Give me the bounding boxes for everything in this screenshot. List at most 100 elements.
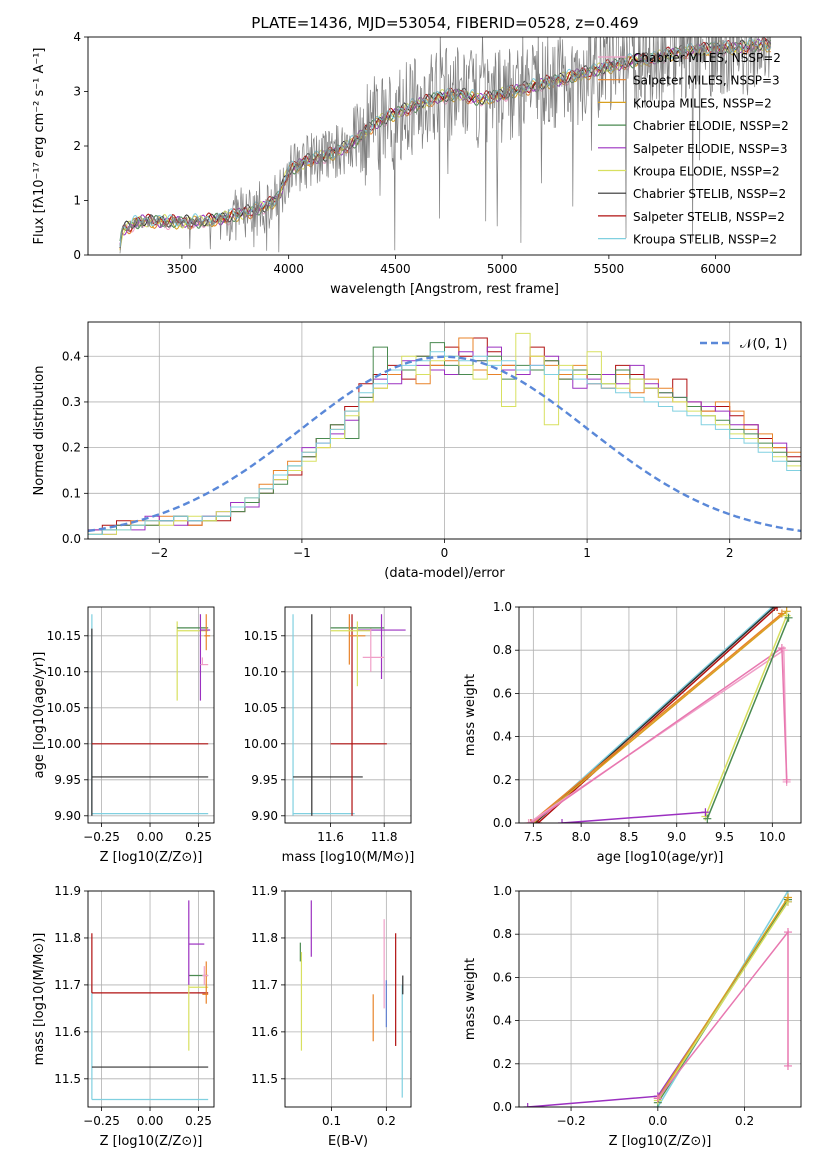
x-axis-label: (data-model)/error: [384, 566, 505, 581]
legend-label: Chabrier ELODIE, NSSP=2: [633, 119, 789, 133]
errorbar-point: [293, 614, 363, 816]
plot-area: [292, 614, 406, 816]
errorbar-point: [91, 628, 209, 816]
axes-frame: [87, 36, 802, 256]
figure-title: PLATE=1436, MJD=53054, FIBERID=0528, z=0…: [251, 14, 638, 32]
y-tick-label: 0.8: [493, 927, 512, 941]
x-axis-label: Z [log10(Z/Z⊙)]: [100, 850, 203, 865]
axes-frame: [87, 321, 802, 540]
y-tick-label: 11.9: [251, 884, 278, 898]
plot-area: [299, 900, 404, 1098]
y-axis-label: Flux [fλ10⁻¹⁷ erg cm⁻² s⁻¹ A⁻¹]: [32, 48, 47, 245]
histogram-step: [88, 337, 801, 531]
x-tick-label: −0.2: [556, 1114, 585, 1128]
y-tick-label: 11.5: [54, 1072, 81, 1086]
axes-frame: [284, 606, 412, 824]
mass-weight-line: [706, 617, 790, 819]
plus-marker: [523, 1103, 532, 1107]
errorbar-point: [199, 614, 211, 701]
y-axis-label: mass weight: [463, 958, 478, 1040]
errorbar-point: [188, 900, 205, 985]
errorbar-point: [202, 966, 209, 985]
y-tick-label: 4: [73, 30, 81, 44]
y-tick-label: 9.95: [54, 773, 81, 787]
plus-marker: [701, 808, 710, 817]
y-tick-label: 9.90: [54, 809, 81, 823]
x-tick-label: 5500: [594, 262, 625, 276]
y-tick-label: 0: [73, 248, 81, 262]
errorbar-point: [91, 984, 209, 1101]
x-tick-label: 4000: [273, 262, 304, 276]
y-tick-label: 10.15: [47, 629, 81, 643]
y-tick-label: 10.00: [47, 737, 81, 751]
x-tick-label: 0.25: [185, 830, 212, 844]
x-tick-label: 0.1: [322, 1114, 341, 1128]
axes-frame: [87, 606, 215, 824]
errorbar-point: [292, 614, 355, 816]
errorbar-point: [362, 628, 385, 672]
panel-age-vs-mass: 11.6 11.8 9.90 9.95 10.00 10.05 10.10 10.15 mass…: [244, 606, 414, 865]
panel-age-vs-z: −0.25 0.00 0.25 9.90 9.95 10.00 10.05 10.10 10.1…: [32, 606, 215, 865]
y-tick-label: 9.90: [251, 809, 278, 823]
y-tick-label: 0.4: [62, 349, 81, 363]
y-tick-label: 0.4: [493, 1014, 512, 1028]
panel-residuals: −2 −1 0 1 2 0.0 0.1 0.2 0.3 0.4 (data-model)/error…: [32, 321, 802, 581]
mass-weight-line: [704, 615, 788, 817]
plus-marker: [773, 607, 782, 611]
y-tick-label: 11.9: [54, 884, 81, 898]
y-axis-label: mass [log10(M/M⊙)]: [32, 933, 47, 1066]
panel-mass-vs-ebv: 0.1 0.2 11.5 11.6 11.7 11.8 11.9 E(B-V): [251, 884, 412, 1149]
x-tick-label: 0.2: [377, 1114, 396, 1128]
y-tick-label: 0.4: [493, 730, 512, 744]
y-tick-label: 11.8: [54, 931, 81, 945]
panel-mass-vs-z: −0.25 0.00 0.25 11.5 11.6 11.7 11.8 11.9 Z [log1…: [32, 884, 215, 1149]
errorbar-point: [188, 984, 209, 1051]
x-axis-label: Z [log10(Z/Z⊙)]: [100, 1134, 203, 1149]
legend: 𝒩(0, 1): [700, 337, 787, 352]
legend-label: Salpeter MILES, NSSP=3: [633, 74, 780, 88]
x-tick-label: 6000: [700, 262, 731, 276]
axes-frame: [518, 606, 802, 824]
legend-label: Chabrier MILES, NSSP=2: [633, 51, 781, 65]
x-tick-label: 7.5: [524, 830, 543, 844]
panel-massweight-vs-age: 7.5 8.0 8.5 9.0 9.5 10.0 0.0 0.2 0.4 0.6 0.8 1.0 age…: [463, 600, 802, 865]
plot-area: [119, 37, 772, 254]
x-tick-label: 9.0: [667, 830, 686, 844]
y-tick-label: 0.2: [493, 1057, 512, 1071]
plus-marker: [527, 819, 536, 823]
panel-massweight-vs-z: −0.2 0.0 0.2 0.0 0.2 0.4 0.6 0.8 1.0 Z [log10(Z/Z…: [463, 884, 802, 1149]
legend-label: Chabrier STELIB, NSSP=2: [633, 187, 786, 201]
x-tick-label: 3500: [167, 262, 198, 276]
y-tick-label: 0.0: [62, 532, 81, 546]
x-tick-label: −0.25: [83, 1114, 120, 1128]
y-tick-label: 1.0: [493, 884, 512, 898]
y-tick-label: 10.10: [47, 665, 81, 679]
x-axis-label: Z [log10(Z/Z⊙)]: [609, 1134, 712, 1149]
plus-marker: [524, 819, 533, 823]
plus-marker: [783, 893, 792, 902]
y-tick-label: 0.3: [62, 395, 81, 409]
y-axis-label: age [log10(age/yr)]: [32, 652, 47, 779]
axes-frame: [518, 890, 802, 1108]
y-tick-label: 10.15: [244, 629, 278, 643]
x-tick-label: 0: [441, 546, 449, 560]
plus-marker: [783, 928, 792, 937]
histogram-step: [88, 337, 801, 535]
x-tick-label: −2: [150, 546, 168, 560]
y-axis-label: mass weight: [463, 674, 478, 756]
errorbar-point: [202, 961, 209, 1004]
y-tick-label: 11.8: [251, 931, 278, 945]
y-tick-label: 0.0: [493, 1100, 512, 1114]
x-tick-label: 8.5: [619, 830, 638, 844]
mass-weight-line: [534, 607, 775, 823]
panel-spectrum: 3500 4000 4500 5000 5500 6000 0 1 2 3 4 wavelength …: [32, 30, 802, 297]
mass-weight-line: [657, 929, 789, 1099]
x-tick-label: −1: [293, 546, 311, 560]
x-tick-label: 1: [583, 546, 591, 560]
plus-marker: [534, 819, 543, 823]
plot-area: [523, 891, 792, 1107]
legend: Chabrier MILES, NSSP=2 Salpeter MILES, NS…: [598, 51, 789, 247]
plus-marker: [526, 819, 535, 823]
y-tick-label: 0.0: [493, 816, 512, 830]
